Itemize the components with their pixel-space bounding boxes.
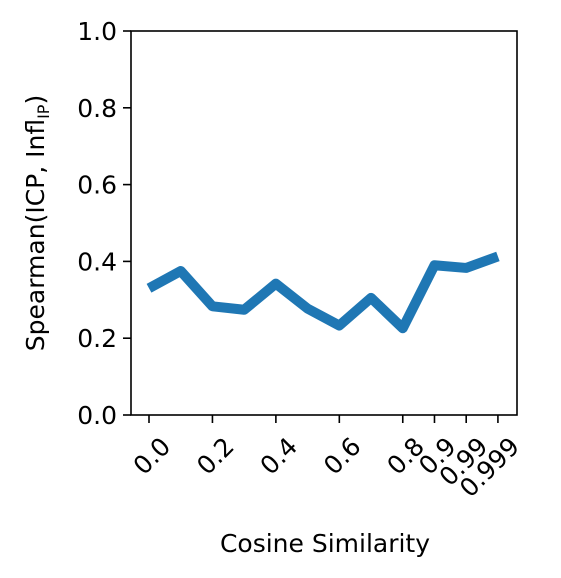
plot-area	[131, 31, 517, 415]
plot-frame	[130, 30, 518, 416]
y-axis-label-main: Spearman(ICP, Infl	[21, 119, 50, 351]
y-tick-label: 0.8	[77, 94, 117, 123]
y-axis-label-close: )	[21, 95, 50, 105]
y-tick-label: 0.0	[77, 401, 117, 430]
series-layer	[146, 251, 500, 334]
y-axis: 0.0 0.2 0.4 0.6 0.8 1.0	[77, 17, 131, 430]
x-axis: 0.0 0.2 0.4 0.6 0.80.90.990.999	[128, 415, 525, 503]
x-tick-label: 0.0	[128, 432, 177, 481]
y-tick-label: 1.0	[77, 17, 117, 46]
x-tick-label: 0.2	[191, 432, 240, 481]
x-tick-label: 0.4	[255, 432, 304, 481]
x-tick-label: 0.6	[318, 432, 367, 481]
y-tick-label: 0.2	[77, 324, 117, 353]
y-tick-label: 0.4	[77, 247, 117, 276]
y-axis-label-subscript: IP	[34, 104, 53, 119]
x-axis-label: Cosine Similarity	[220, 529, 430, 558]
series-line	[146, 251, 500, 334]
y-axis-label: Spearman(ICP, InflIP)	[21, 95, 53, 351]
y-tick-label: 0.6	[77, 171, 117, 200]
